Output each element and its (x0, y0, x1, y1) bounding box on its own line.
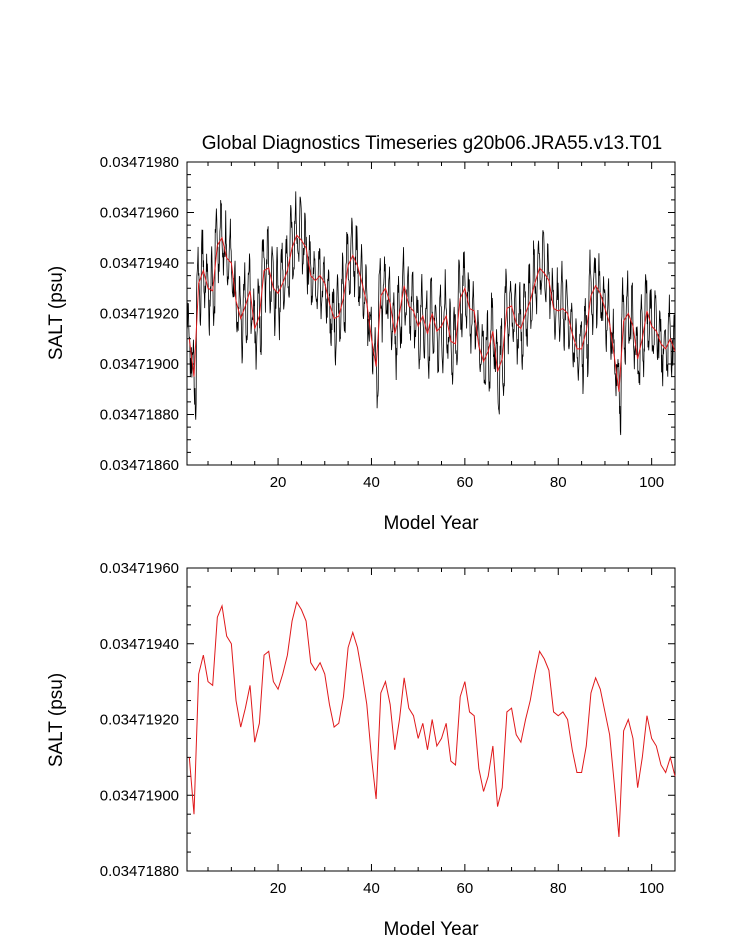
y-tick-label: 0.03471860 (100, 457, 179, 474)
bottom-x-ticks: 20 40 60 80 100 (207, 568, 676, 897)
x-tick-label: 20 (270, 474, 287, 491)
y-tick-label: 0.03471880 (100, 407, 179, 424)
y-tick-label: 0.03471900 (100, 787, 179, 804)
bottom-y-axis-label: SALT (psu) (46, 673, 67, 767)
bottom-chart: 20 40 60 80 100 0.03471880 0.03471900 0.034719… (46, 560, 676, 940)
bottom-y-ticks: 0.03471880 0.03471900 0.03471920 0.03471940… (100, 560, 675, 880)
y-tick-label: 0.03471880 (100, 863, 179, 880)
monthly-series-line (186, 191, 676, 436)
y-tick-label: 0.03471960 (100, 205, 179, 222)
y-tick-label: 0.03471920 (100, 306, 179, 323)
x-tick-label: 20 (270, 880, 287, 897)
annual-mean-series-line (188, 600, 676, 837)
y-tick-label: 0.03471940 (100, 255, 179, 272)
bottom-plot-frame (186, 567, 676, 872)
x-tick-label: 100 (639, 474, 664, 491)
top-y-axis-label: SALT (psu) (46, 266, 67, 360)
x-tick-label: 80 (550, 474, 567, 491)
top-series (186, 191, 676, 436)
annual-mean-series-line (188, 234, 676, 392)
y-tick-label: 0.03471940 (100, 636, 179, 653)
x-tick-label: 60 (457, 880, 474, 897)
x-tick-label: 40 (363, 474, 380, 491)
bottom-x-axis-label: Model Year (383, 919, 479, 940)
x-tick-label: 80 (550, 880, 567, 897)
x-tick-label: 60 (457, 474, 474, 491)
bottom-series (188, 600, 676, 837)
y-tick-label: 0.03471900 (100, 356, 179, 373)
x-tick-label: 40 (363, 880, 380, 897)
top-x-ticks: 20 40 60 80 100 (207, 162, 676, 491)
y-tick-label: 0.03471980 (100, 154, 179, 171)
y-tick-label: 0.03471960 (100, 560, 179, 577)
top-chart: Global Diagnostics Timeseries g20b06.JRA… (46, 133, 676, 534)
top-chart-title: Global Diagnostics Timeseries g20b06.JRA… (202, 133, 662, 154)
y-tick-label: 0.03471920 (100, 712, 179, 729)
top-x-axis-label: Model Year (383, 513, 479, 534)
top-y-ticks: 0.03471860 0.03471880 0.03471900 0.03471920… (100, 154, 675, 474)
x-tick-label: 100 (639, 880, 664, 897)
